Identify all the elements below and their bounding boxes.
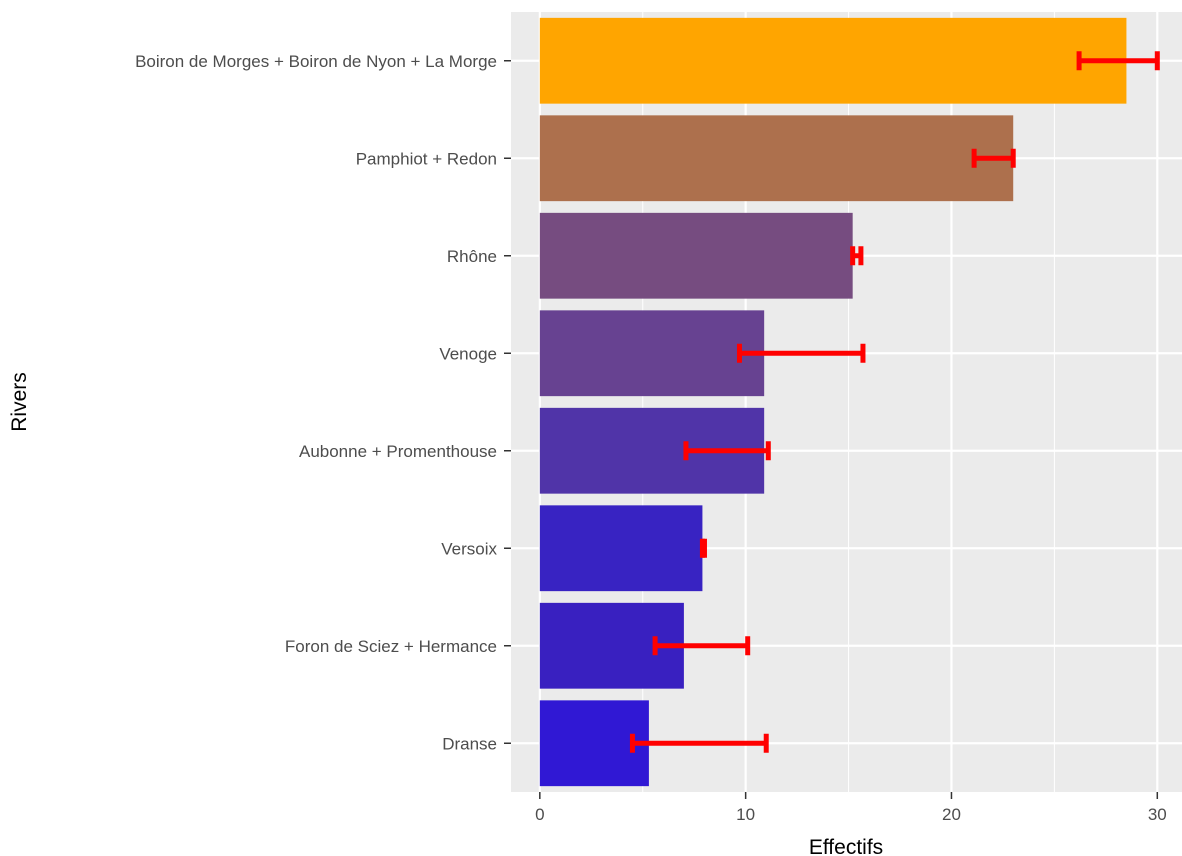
x-axis-title: Effectifs	[809, 836, 883, 856]
x-tick-label: 20	[942, 805, 961, 824]
y-axis: Boiron de Morges + Boiron de Nyon + La M…	[135, 52, 511, 753]
bar	[539, 505, 703, 592]
x-tick-label: 30	[1148, 805, 1167, 824]
y-tick-label: Versoix	[441, 539, 497, 558]
y-axis-title: Rivers	[8, 372, 31, 432]
y-tick-label: Dranse	[442, 734, 497, 753]
y-tick-label: Foron de Sciez + Hermance	[285, 637, 497, 656]
bar	[539, 212, 853, 299]
y-tick-label: Boiron de Morges + Boiron de Nyon + La M…	[135, 52, 497, 71]
bar	[539, 17, 1127, 104]
x-axis: 0 10 20 30	[535, 792, 1167, 824]
y-tick-label: Pamphiot + Redon	[356, 149, 497, 168]
bar	[539, 310, 765, 397]
y-tick-label: Venoge	[439, 344, 497, 363]
bar	[539, 115, 1014, 202]
bars	[539, 17, 1127, 787]
x-tick-label: 10	[736, 805, 755, 824]
y-tick-label: Rhône	[447, 247, 497, 266]
x-tick-label: 0	[535, 805, 544, 824]
error-bars	[629, 51, 1160, 753]
y-tick-label: Aubonne + Promenthouse	[299, 442, 497, 461]
